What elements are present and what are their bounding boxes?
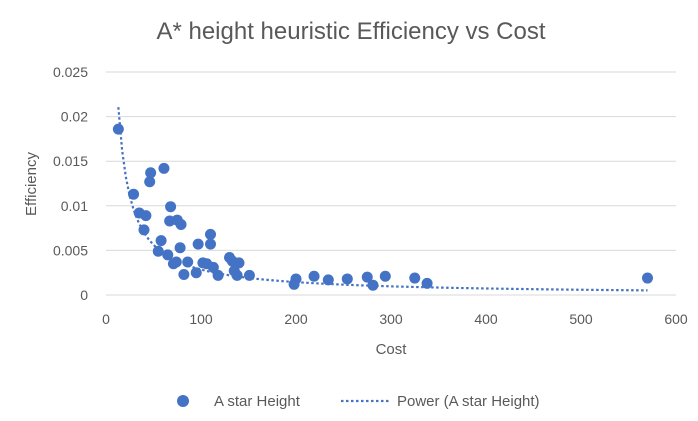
data-point-16 [174,242,186,254]
data-point-25 [205,228,216,240]
data-point-36 [308,270,320,282]
data-point-32 [233,257,245,269]
data-point-5 [144,176,156,188]
data-point-1 [128,188,140,200]
x-axis-label: Cost [376,341,408,358]
data-point-27 [212,269,224,281]
data-point-44 [642,272,653,284]
data-point-4 [140,210,152,222]
y-tick-label: 0.02 [61,109,88,125]
data-point-6 [145,167,157,179]
data-point-8 [155,235,167,247]
trendline-power [117,107,648,292]
data-point-9 [158,162,170,174]
x-tick-label: 200 [284,311,308,327]
data-point-20 [190,267,202,279]
data-point-7 [152,245,164,257]
data-point-33 [243,269,255,281]
data-point-17 [175,219,187,231]
data-point-43 [421,277,433,289]
data-point-10 [162,249,174,261]
x-tick-label: 500 [569,311,593,327]
data-point-35 [290,273,302,285]
data-point-26 [207,261,219,273]
gridlines [106,71,676,296]
x-tick-label: 100 [189,311,213,327]
y-axis-tick-labels: 0 0.005 0.01 0.015 0.02 0.025 [53,64,88,303]
data-point-24 [205,238,216,250]
chart-title: A* height heuristic Efficiency vs Cost [156,18,545,45]
data-point-12 [165,201,177,213]
data-point-19 [182,256,194,268]
y-tick-label: 0.015 [53,153,88,169]
data-point-14 [170,256,182,268]
data-point-41 [379,270,391,282]
y-tick-label: 0 [80,287,88,303]
x-tick-label: 400 [474,311,498,327]
data-point-42 [409,272,421,284]
data-point-21 [192,238,204,250]
y-tick-label: 0.01 [61,198,88,214]
data-point-37 [322,274,334,286]
legend-label-trendline: Power (A star Height) [397,393,540,410]
data-point-18 [178,268,190,280]
data-point-3 [138,224,150,236]
series-points-a-star-height [112,123,653,291]
data-point-0 [112,123,124,135]
x-axis-tick-labels: 0 100 200 300 400 500 600 [102,311,688,327]
y-axis-label: Efficiency [23,152,40,216]
y-tick-label: 0.025 [53,64,88,80]
data-point-40 [367,279,379,291]
data-point-38 [341,273,353,285]
data-point-31 [231,269,243,281]
legend-marker-a-star-height [177,395,189,407]
legend-label-a-star-height: A star Height [214,393,301,410]
x-tick-label: 300 [379,311,403,327]
data-point-39 [361,271,373,283]
legend: A star Height Power (A star Height) [177,393,540,410]
x-tick-label: 600 [664,311,688,327]
x-tick-label: 0 [102,311,110,327]
y-tick-label: 0.005 [53,242,88,258]
